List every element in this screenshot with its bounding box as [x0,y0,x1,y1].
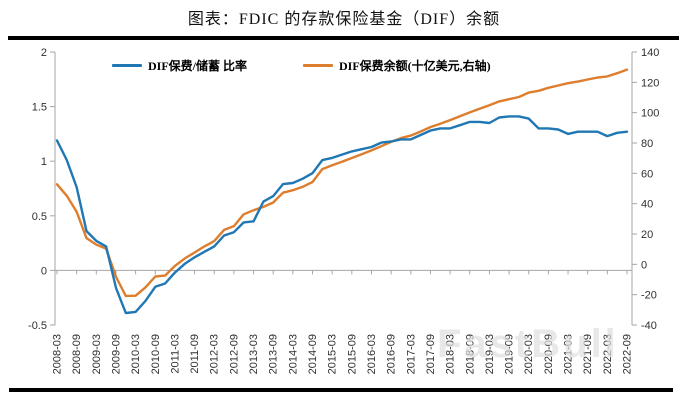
x-tick-label: 2015-03 [327,334,339,374]
y-right-tick-label: -20 [641,290,657,302]
x-tick-label: 2017-03 [405,334,417,374]
x-tick-label: 2016-03 [366,334,378,374]
title-divider [8,36,679,40]
series-line-dif-ratio [55,115,629,315]
y-left-tick-label: 0 [41,265,47,277]
x-tick-label: 2009-09 [110,334,122,374]
x-tick-label: 2020-09 [543,334,555,374]
x-tick-label: 2009-03 [91,334,103,374]
x-tick-label: 2021-09 [582,334,594,374]
x-tick-label: 2020-03 [523,334,535,374]
x-tick-label: 2019-09 [504,334,516,374]
y-left-tick-label: 0.5 [32,211,47,223]
x-tick-label: 2011-03 [169,334,181,374]
x-tick-label: 2010-03 [130,334,142,374]
x-tick-label: 2022-03 [602,334,614,374]
x-tick-label: 2008-03 [52,334,64,374]
x-tick-label: 2013-09 [268,334,280,374]
figure-title: 图表：FDIC 的存款保险基金（DIF）余额 [187,11,501,28]
x-tick-label: 2010-09 [150,334,162,374]
chart-legend: DIF保费/储蓄 比率 DIF保费余额(十亿美元,右轴) [112,57,491,74]
series-line-dif-balance [55,68,629,298]
legend-line-swatch-blue [112,64,142,67]
x-tick-label: 2019-03 [484,334,496,374]
y-right-tick-label: 0 [641,259,647,271]
x-tick-label: 2011-09 [189,334,201,374]
y-right-tick-label: 40 [641,199,653,211]
y-left-tick-label: 2 [41,47,47,59]
x-tick-label: 2022-09 [622,334,634,374]
x-tick-label: 2014-09 [307,334,319,374]
x-tick-label: 2013-03 [248,334,260,374]
legend-line-swatch-orange [303,64,334,67]
x-tick-label: 2017-09 [425,334,437,374]
x-tick-label: 2018-09 [464,334,476,374]
y-left-tick-label: -0.5 [28,320,47,332]
x-tick-label: 2014-03 [287,334,299,374]
x-tick-label: 2021-03 [563,334,575,374]
y-left-tick-label: 1 [41,156,47,168]
x-tick-label: 2012-09 [228,334,240,374]
x-tick-label: 2018-03 [445,334,457,374]
x-tick-label: 2015-09 [346,334,358,374]
x-tick-label: 2008-09 [71,334,83,374]
bottom-divider [9,388,673,392]
legend-item-dif-ratio: DIF保费/储蓄 比率 [112,57,247,74]
y-right-tick-label: 60 [641,168,653,180]
y-right-tick-label: 20 [641,229,653,241]
legend-label-dif-balance: DIF保费余额(十亿美元,右轴) [339,59,491,73]
legend-item-dif-balance: DIF保费余额(十亿美元,右轴) [303,57,491,74]
y-left-tick-label: 1.5 [32,102,47,114]
x-tick-label: 2016-09 [386,334,398,374]
y-right-tick-label: 80 [641,138,653,150]
y-right-tick-label: 120 [641,77,659,89]
legend-label-dif-ratio: DIF保费/储蓄 比率 [148,59,248,73]
y-right-tick-label: 100 [641,108,659,120]
x-tick-label: 2012-03 [209,334,221,374]
y-right-tick-label: -40 [641,320,657,332]
y-right-tick-label: 140 [641,47,659,59]
